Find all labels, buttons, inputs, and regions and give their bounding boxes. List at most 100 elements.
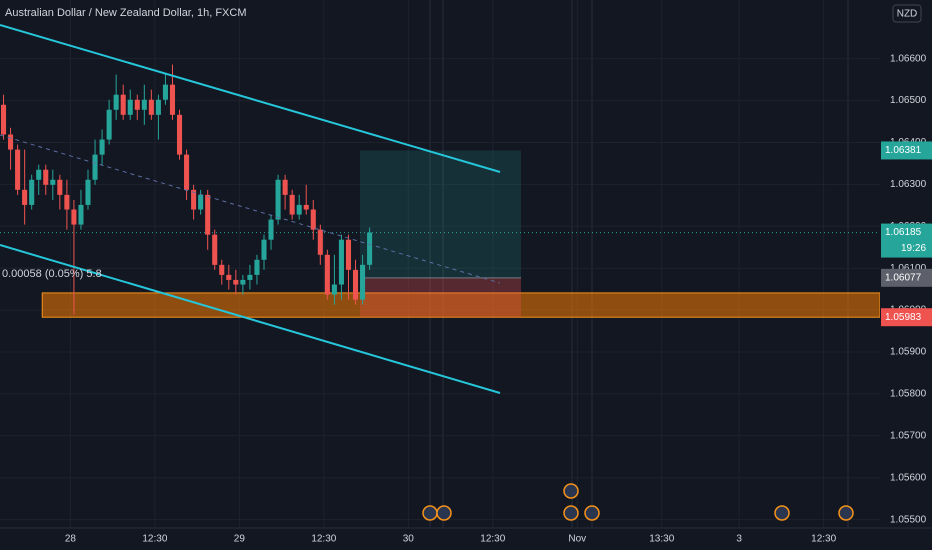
y-tick-label: 1.06300 [890, 179, 927, 190]
candle-body [254, 259, 260, 275]
measure-annotation: 0.00058 (0.05%) 5.8 [2, 268, 102, 280]
y-tick-label: 1.05600 [890, 472, 927, 483]
event-icon[interactable] [563, 505, 579, 521]
x-tick-label: 12:30 [480, 534, 505, 545]
candle-body [212, 234, 218, 265]
candle-body [338, 239, 344, 285]
candle-body [240, 279, 246, 285]
candle-body [367, 232, 373, 265]
candle-body [8, 134, 14, 150]
countdown: 19:26 [901, 243, 926, 254]
candle-body [205, 194, 211, 235]
y-tick-label: 1.05900 [890, 347, 927, 358]
event-icon[interactable] [422, 505, 438, 521]
position-stop [360, 277, 521, 318]
currency-box[interactable] [892, 4, 922, 23]
price-label-box [881, 308, 932, 327]
x-tick-label: 12:30 [142, 534, 167, 545]
candle-body [15, 149, 21, 190]
x-tick-label: 29 [234, 534, 246, 545]
candle-body [0, 104, 7, 135]
candle-body [169, 84, 176, 115]
y-tick-label: 1.06500 [890, 95, 927, 106]
price-label: 1.06077 [885, 272, 922, 283]
candles [0, 64, 373, 315]
event-icon[interactable] [774, 505, 790, 521]
candle-body [127, 99, 133, 115]
candle-body [331, 284, 337, 295]
candle-body [78, 204, 84, 225]
channel-lower [0, 244, 501, 394]
price-label: 1.06381 [885, 145, 922, 156]
candle-body [198, 194, 204, 210]
position-target [360, 150, 521, 278]
candle-body [134, 99, 140, 110]
event-icon[interactable] [838, 505, 854, 521]
channel-upper [0, 24, 501, 173]
currency[interactable]: NZD [897, 9, 918, 20]
candle-body [92, 154, 98, 180]
candle-body [296, 204, 302, 215]
x-tick-label: 28 [65, 534, 77, 545]
candle-body [360, 264, 366, 300]
candle-body [191, 189, 197, 210]
axes: 1.05500 1.05600 1.05700 1.05800 1.05900 1.060… [65, 53, 932, 545]
candle-body [345, 239, 352, 270]
candle-body [233, 279, 239, 285]
event-lines [429, 0, 849, 528]
candle-body [71, 209, 77, 225]
candle-body [176, 114, 183, 155]
x-tick-label: 12:30 [811, 534, 836, 545]
candle-body [282, 179, 288, 195]
candle-body [50, 179, 56, 185]
candle-body [275, 179, 281, 220]
price-label-box [881, 268, 932, 287]
candle-body [36, 169, 42, 180]
candle-body [99, 139, 105, 155]
candle-body [184, 154, 190, 190]
channel-mid [0, 134, 501, 284]
chart-title: Australian Dollar / New Zealand Dollar, … [5, 7, 246, 19]
candle-body [57, 179, 63, 195]
candle-body [261, 239, 267, 260]
candle-body [43, 169, 49, 185]
channel [0, 24, 501, 394]
event-icons[interactable] [422, 483, 854, 521]
candle-body [85, 179, 91, 205]
candle-body [141, 99, 147, 110]
event-icon[interactable] [563, 483, 579, 499]
candle-body [289, 194, 295, 215]
event-icon[interactable] [436, 505, 452, 521]
drawings [0, 150, 881, 318]
candle-body [29, 179, 35, 205]
x-tick-label: 30 [403, 534, 415, 545]
candle-body [162, 84, 168, 100]
candle-body [219, 264, 225, 275]
price-label-box [881, 141, 932, 160]
x-tick-label: 12:30 [311, 534, 336, 545]
candle-body [226, 274, 232, 280]
candle-body [324, 254, 330, 295]
price-label: 1.06185 [885, 227, 922, 238]
candle-body [113, 94, 119, 110]
candle-body [22, 189, 28, 205]
candle-body [155, 99, 161, 115]
candle-body [148, 99, 154, 115]
y-tick-label: 1.06600 [890, 53, 927, 64]
candle-body [352, 269, 359, 300]
y-tick-label: 1.05500 [890, 514, 927, 525]
price-label: 1.05983 [885, 312, 922, 323]
candle-body [310, 209, 316, 230]
y-tick-label: 1.05700 [890, 430, 927, 441]
x-tick-label: Nov [568, 534, 586, 545]
y-tick-label: 1.06100 [890, 263, 927, 274]
price-label-box [881, 223, 932, 258]
x-tick-label: 3 [736, 534, 742, 545]
candle-body [64, 194, 70, 210]
x-tick-label: 13:30 [649, 534, 674, 545]
y-tick-label: 1.05800 [890, 389, 927, 400]
event-icon[interactable] [584, 505, 600, 521]
candle-body [317, 229, 323, 255]
candle-body [106, 109, 112, 140]
